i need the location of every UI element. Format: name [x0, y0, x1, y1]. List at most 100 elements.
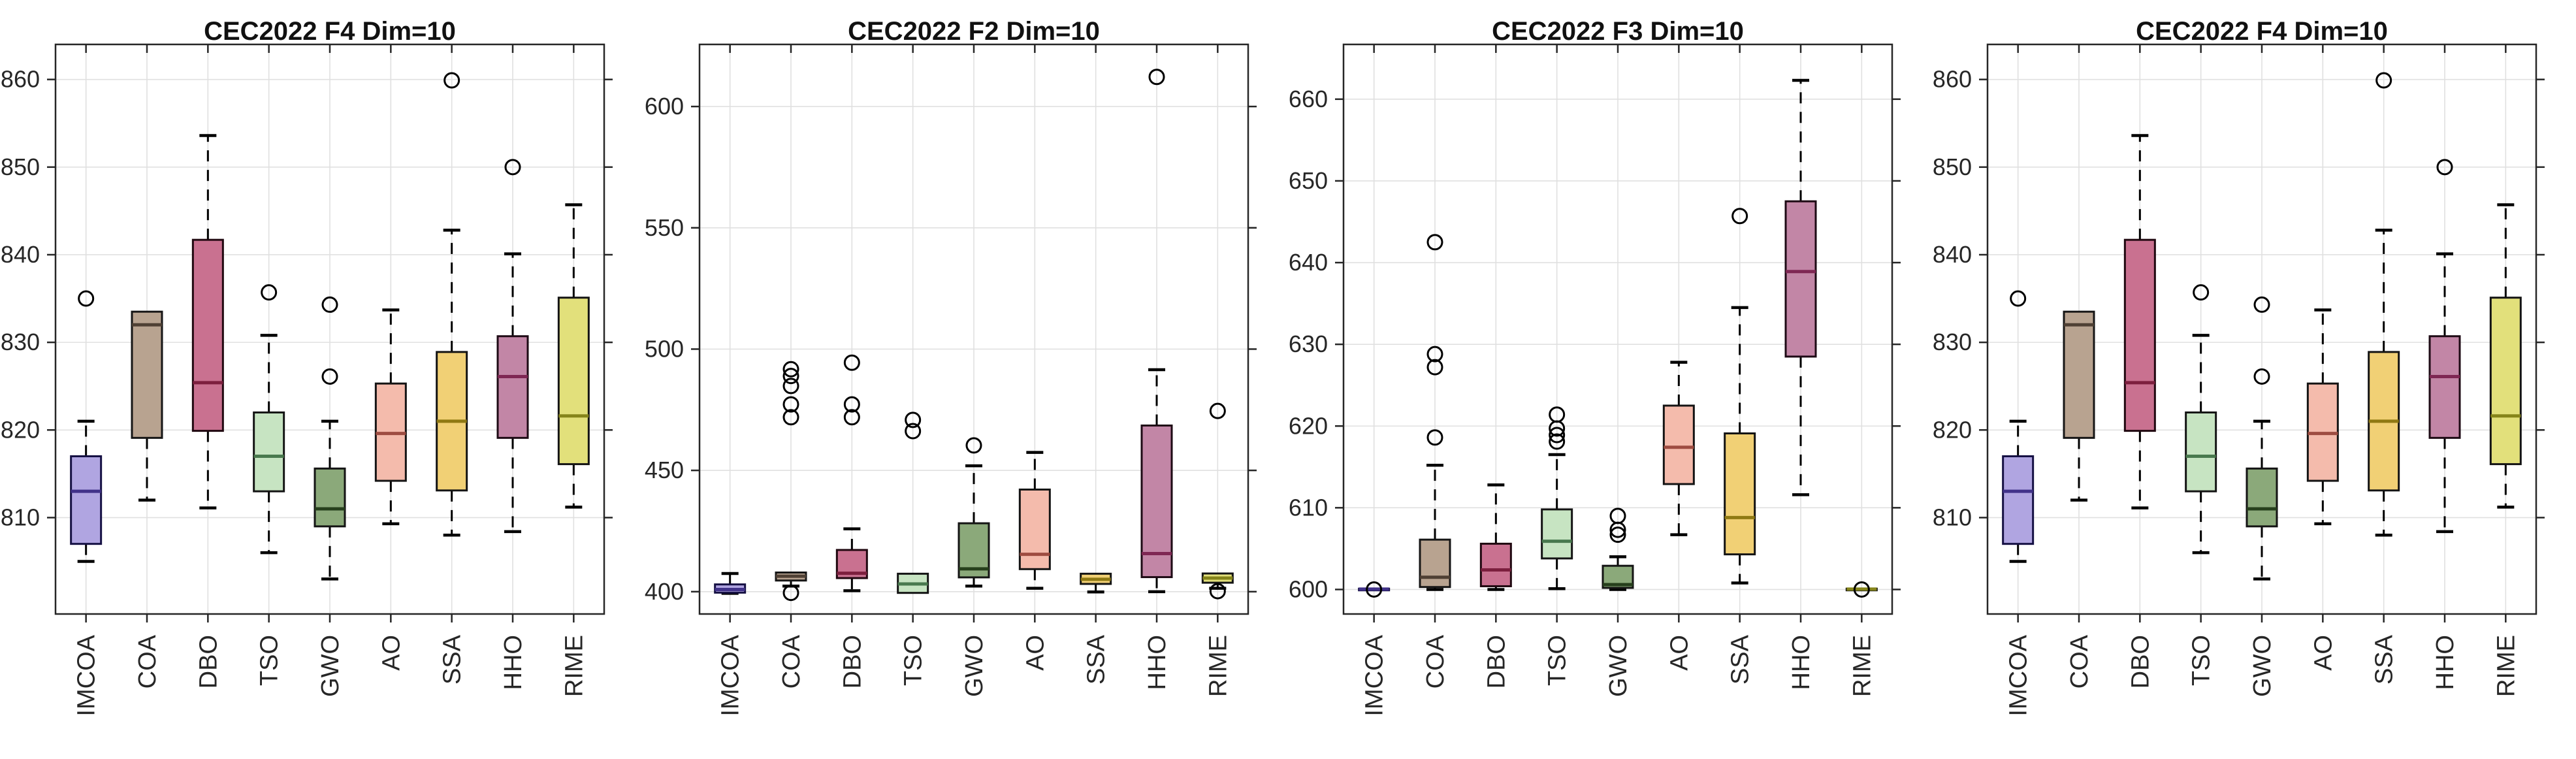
box-dbo [2123, 134, 2156, 509]
x-tick-label: TSO [1544, 635, 1571, 686]
outlier-marker [321, 296, 338, 313]
iqr-box [1479, 542, 1512, 587]
outlier-marker [261, 284, 278, 301]
panel-f2-plot: 400 450 500 550 600 IMCOA COA DBO TSO GWO AO SSA HHO… [645, 43, 1257, 717]
x-tick-label: DBO [195, 635, 222, 688]
y-tick-label: 820 [1, 416, 40, 443]
box-imcoa [714, 572, 747, 595]
y-tick-label: 660 [1289, 86, 1328, 112]
outlier-marker [321, 368, 338, 385]
box-imcoa [70, 290, 103, 563]
y-tick-label: 550 [645, 214, 684, 241]
y-tick-label: 650 [1289, 167, 1328, 194]
x-tick-label: RIME [560, 635, 588, 697]
outlier-marker [2375, 72, 2392, 89]
box-ssa [2368, 72, 2400, 537]
outlier-marker [1731, 208, 1748, 225]
iqr-box [2063, 310, 2095, 439]
box-coa [2063, 310, 2095, 502]
y-tick-label: 610 [1289, 494, 1328, 521]
x-tick-label: SSA [1727, 634, 1754, 685]
outlier-marker [1426, 234, 1443, 251]
x-tick-label: DBO [839, 635, 866, 688]
x-tick-label: GWO [1605, 635, 1632, 697]
box-rime [1845, 581, 1878, 598]
outlier-marker [782, 409, 799, 426]
y-tick-label: 630 [1289, 331, 1328, 357]
x-tick-label: DBO [1483, 635, 1510, 688]
panel-f4-right-title: CEC2022 F4 Dim=10 [2136, 17, 2388, 46]
x-tick-label: TSO [256, 635, 283, 686]
iqr-box [2002, 455, 2035, 545]
box-gwo [1602, 508, 1634, 591]
box-tso [2185, 284, 2217, 555]
x-tick-label: IMCOA [2005, 634, 2033, 716]
box-rime [2489, 203, 2522, 509]
axis-ticks [1979, 44, 2545, 622]
outlier-marker [1426, 429, 1443, 446]
x-tick-label: HHO [1788, 635, 1815, 690]
box-ao [2306, 308, 2339, 526]
outlier-marker [2253, 296, 2270, 313]
box-tso [1541, 406, 1573, 590]
outlier-marker [782, 361, 799, 378]
box-hho [1784, 78, 1817, 496]
x-tick-label: SSA [1083, 634, 1110, 685]
panel-f4-left-plot: 810 820 830 840 850 860 IMCOA COA DBO TSO GWO AO SSA… [1, 43, 613, 717]
box-ssa [1724, 208, 1756, 585]
x-tick-label: IMCOA [717, 634, 745, 716]
x-tick-label: TSO [2188, 635, 2215, 686]
iqr-box [2185, 411, 2217, 493]
x-tick-label: GWO [317, 635, 344, 697]
iqr-box [1018, 488, 1051, 570]
x-tick-label: COA [2066, 634, 2093, 688]
outlier-marker [1549, 433, 1566, 450]
outlier-marker [782, 585, 799, 602]
y-tick-label: 810 [1, 504, 40, 530]
x-tick-label: DBO [2127, 635, 2154, 688]
panel-f3-plot: 600 610 620 630 640 650 660 IMCOA COA DBO TSO GWO AO… [1289, 43, 1901, 717]
outlier-marker [843, 409, 860, 426]
y-tick-label: 840 [1, 241, 40, 268]
outlier-marker [1209, 402, 1226, 419]
box-hho [2428, 159, 2461, 534]
outlier-marker [905, 423, 922, 440]
outlier-marker [1426, 346, 1443, 363]
outlier-marker [782, 368, 799, 385]
axis-ticks [1335, 44, 1901, 622]
iqr-box [314, 467, 346, 528]
x-tick-label: AO [378, 635, 405, 671]
box-gwo [314, 296, 346, 581]
y-tick-label: 640 [1289, 249, 1328, 276]
outlier-marker [782, 378, 799, 395]
x-tick-label: SSA [439, 634, 466, 685]
iqr-box [2489, 297, 2522, 466]
x-tick-label: COA [134, 634, 161, 688]
y-tick-label: 850 [1, 153, 40, 180]
box-tso [253, 284, 285, 555]
iqr-box [2246, 467, 2278, 528]
box-coa [131, 310, 163, 502]
iqr-box [1784, 200, 1817, 358]
outlier-marker [2436, 159, 2453, 176]
outlier-marker [1549, 427, 1566, 444]
panel-f4-right-plot: 810 820 830 840 850 860 IMCOA COA DBO TSO GWO AO SSA… [1933, 43, 2545, 717]
outlier-marker [2010, 290, 2027, 307]
box-rime [557, 203, 590, 509]
iqr-box [1724, 432, 1756, 556]
iqr-box [253, 411, 285, 493]
y-tick-label: 830 [1, 329, 40, 355]
iqr-box [1541, 508, 1573, 560]
outlier-marker [905, 412, 922, 428]
outlier-marker [843, 396, 860, 413]
x-tick-label: COA [1422, 634, 1449, 688]
outlier-marker [443, 72, 460, 89]
x-tick-label: RIME [2492, 635, 2520, 697]
iqr-box [131, 310, 163, 439]
axis-ticks [691, 44, 1257, 622]
outlier-marker [1366, 581, 1383, 598]
iqr-box [2123, 238, 2156, 432]
y-tick-label: 840 [1933, 241, 1972, 268]
outlier-marker [843, 354, 860, 371]
